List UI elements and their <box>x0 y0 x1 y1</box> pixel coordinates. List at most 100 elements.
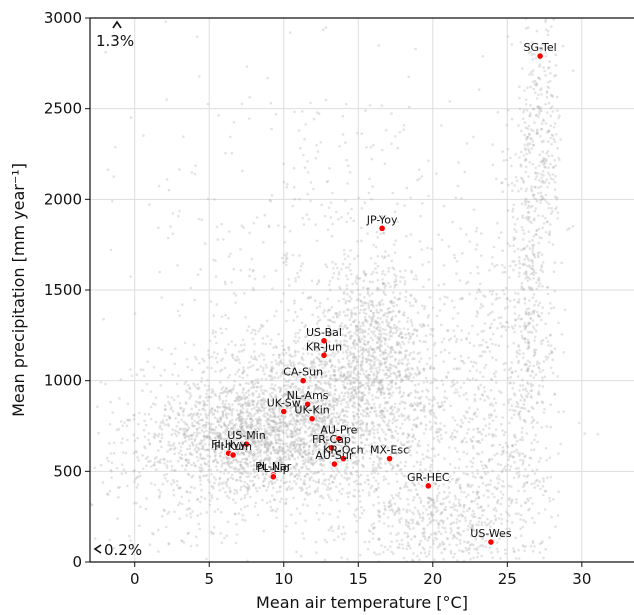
background-point <box>391 434 395 438</box>
background-point <box>299 418 303 421</box>
background-point <box>216 435 220 438</box>
background-point <box>542 480 545 483</box>
background-point <box>289 446 292 450</box>
background-point <box>375 341 379 344</box>
background-point <box>303 335 307 339</box>
background-point <box>308 397 311 401</box>
background-point <box>408 509 412 512</box>
background-point <box>274 433 277 437</box>
background-point <box>196 273 200 277</box>
background-point <box>238 467 241 471</box>
background-point <box>209 425 212 429</box>
background-point <box>401 547 405 550</box>
background-point <box>218 477 221 481</box>
background-point <box>399 351 403 355</box>
background-point <box>310 279 314 283</box>
background-point <box>315 445 319 448</box>
background-point <box>307 408 310 411</box>
background-point <box>275 434 279 437</box>
background-point <box>233 458 236 461</box>
background-point <box>219 327 222 331</box>
background-point <box>394 327 398 330</box>
background-point <box>418 397 422 400</box>
background-point <box>207 413 210 417</box>
background-point <box>259 433 263 437</box>
background-point <box>251 357 255 361</box>
background-point <box>329 201 333 204</box>
background-point <box>441 383 445 386</box>
background-point <box>342 384 345 387</box>
background-point <box>457 477 461 480</box>
background-point <box>224 482 228 486</box>
background-point <box>207 349 210 353</box>
background-point <box>422 367 425 371</box>
background-point <box>426 443 430 447</box>
background-point <box>242 366 245 369</box>
background-point <box>262 484 266 488</box>
background-point <box>224 313 227 317</box>
background-point <box>409 318 413 322</box>
background-point <box>372 378 376 382</box>
background-point <box>272 429 275 433</box>
background-point <box>443 508 446 512</box>
background-point <box>391 348 395 352</box>
background-point <box>397 310 401 314</box>
background-point <box>314 383 318 387</box>
background-point <box>369 317 373 320</box>
background-point <box>304 458 308 461</box>
background-point <box>362 324 365 327</box>
background-point <box>367 191 371 195</box>
background-point <box>288 385 292 389</box>
background-point <box>302 364 306 367</box>
background-point <box>329 421 333 424</box>
background-point <box>297 468 301 472</box>
background-point <box>346 382 349 385</box>
background-point <box>185 464 189 467</box>
background-point <box>340 216 343 219</box>
background-point <box>198 476 202 480</box>
background-point <box>437 453 440 457</box>
background-point <box>284 450 287 454</box>
background-point <box>428 535 431 539</box>
background-point <box>408 418 411 422</box>
background-point <box>288 480 292 484</box>
background-point <box>365 398 369 402</box>
background-point <box>362 433 365 436</box>
background-point <box>377 386 381 390</box>
background-point <box>428 506 431 509</box>
background-point <box>386 312 390 315</box>
background-point <box>152 402 155 406</box>
background-point <box>353 339 356 342</box>
background-point <box>260 405 264 409</box>
background-point <box>414 300 418 304</box>
background-point <box>391 466 395 470</box>
background-point <box>177 503 180 507</box>
background-point <box>233 379 236 383</box>
background-point <box>418 351 421 355</box>
background-point <box>447 446 451 449</box>
background-point <box>462 393 466 397</box>
background-point <box>333 370 336 374</box>
background-point <box>374 356 378 359</box>
background-point <box>359 381 363 385</box>
background-point <box>340 474 344 477</box>
background-point <box>324 363 328 366</box>
background-point <box>296 410 300 413</box>
background-point <box>269 431 273 435</box>
background-point <box>397 370 401 373</box>
background-point <box>351 342 355 345</box>
background-point <box>363 339 366 343</box>
background-point <box>221 402 224 405</box>
background-point <box>338 310 342 314</box>
background-point <box>187 435 190 439</box>
background-point <box>422 324 426 328</box>
background-point <box>421 389 424 393</box>
background-point <box>293 442 296 446</box>
background-point <box>342 434 345 438</box>
background-point <box>281 371 284 375</box>
background-point <box>341 327 345 331</box>
background-point <box>338 343 342 346</box>
background-point <box>391 191 395 195</box>
background-point <box>353 355 356 358</box>
background-point <box>284 263 288 267</box>
